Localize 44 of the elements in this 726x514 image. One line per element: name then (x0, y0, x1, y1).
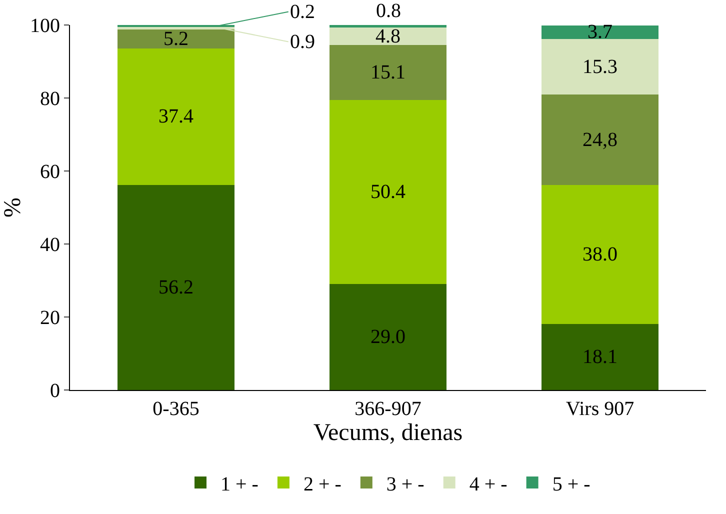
data-label: 50.4 (370, 181, 406, 204)
bar (330, 284, 446, 390)
legend-label: 5 + - (552, 473, 590, 496)
data-label: 15.1 (370, 62, 406, 84)
data-label: 0.2 (290, 1, 315, 23)
data-label: 0.9 (290, 31, 315, 53)
bar (542, 94, 658, 186)
bar (330, 45, 446, 100)
bar (330, 25, 446, 28)
data-label: 37.4 (158, 106, 194, 128)
bar (118, 48, 234, 185)
data-label: 18.1 (582, 346, 618, 368)
data-label: 38.0 (582, 244, 618, 266)
bar (118, 184, 234, 390)
data-label: 24,8 (582, 128, 618, 151)
bar (542, 185, 658, 324)
y-tick-label: 20 (40, 307, 60, 329)
x-axis-title: Vecums, dienas (313, 420, 463, 446)
y-tick-label: 0 (50, 380, 60, 402)
legend-label: 1 + - (220, 473, 258, 496)
legend-label: 2 + - (303, 473, 342, 496)
data-label: 5.2 (164, 28, 188, 50)
x-tick-label: 366-907 (354, 398, 422, 420)
data-label: 0.8 (376, 0, 401, 22)
y-axis-title: % (0, 198, 26, 218)
bar (542, 324, 658, 390)
bar (542, 25, 658, 39)
y-tick-label: 60 (40, 161, 60, 183)
y-tick-label: 80 (40, 88, 60, 110)
legend-label: 4 + - (469, 473, 508, 496)
data-label: 29.0 (370, 326, 406, 348)
data-label: 4.8 (376, 25, 400, 48)
bar (118, 29, 234, 48)
bar (330, 100, 446, 284)
bar (330, 28, 446, 46)
y-tick-label: 100 (30, 15, 60, 37)
data-label: 3.7 (588, 21, 612, 44)
legend-label: 3 + - (386, 473, 424, 496)
y-tick-label: 40 (40, 234, 60, 256)
bar (542, 38, 658, 95)
data-label: 15.3 (582, 56, 618, 78)
data-label: 56.2 (158, 276, 194, 298)
x-tick-label: 0-365 (152, 398, 200, 420)
x-tick-label: Virs 907 (566, 398, 634, 420)
